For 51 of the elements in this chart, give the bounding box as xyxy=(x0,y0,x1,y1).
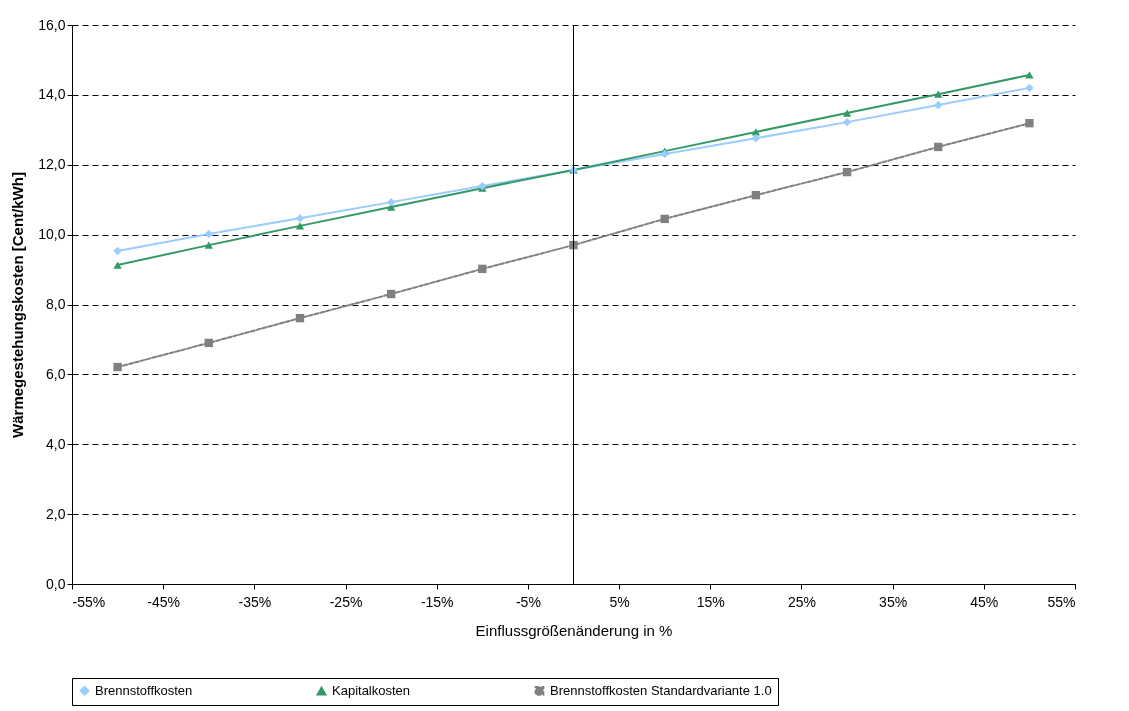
point xyxy=(204,338,213,348)
legend-label: Brennstoffkosten Standardvariante 1.0 xyxy=(550,682,772,698)
x-tick-label: 55% xyxy=(1047,593,1076,610)
y-tick-label: 2,0 xyxy=(46,505,66,522)
y-tick-label: 10,0 xyxy=(38,226,66,243)
point xyxy=(204,229,213,239)
point xyxy=(204,241,213,249)
x-tick-label: -55% xyxy=(72,593,106,610)
x-axis-title: Einflussgrößenänderung in % xyxy=(475,621,673,639)
x-tick-label: 35% xyxy=(879,593,908,610)
legend-label: Kapitalkosten xyxy=(332,683,411,699)
y-tick-label: 14,0 xyxy=(38,86,66,103)
point xyxy=(934,100,943,110)
legend-label: Brennstoffkosten xyxy=(95,682,193,698)
x-tick-label: -15% xyxy=(420,593,454,610)
x-tick-label: 5% xyxy=(609,593,630,610)
x-tick-label: -45% xyxy=(147,593,181,610)
x-tick-label: -5% xyxy=(515,593,541,610)
point xyxy=(660,149,669,159)
point xyxy=(386,289,396,299)
point xyxy=(1025,83,1034,93)
point xyxy=(751,190,761,200)
x-tick-label: -35% xyxy=(238,593,272,610)
point xyxy=(751,134,761,143)
point xyxy=(842,117,852,127)
point xyxy=(934,142,943,152)
y-axis-title: Wärmegestehungskosten [Cent/kWh] xyxy=(9,172,27,438)
y-tick-label: 0,0 xyxy=(46,575,66,592)
point xyxy=(295,222,305,230)
y-tick-label: 8,0 xyxy=(46,296,66,312)
y-tick-label: 4,0 xyxy=(46,435,66,452)
x-tick-label: 45% xyxy=(970,593,999,610)
point xyxy=(113,362,122,372)
y-tick-label: 6,0 xyxy=(46,365,66,382)
point xyxy=(1025,118,1034,128)
point xyxy=(295,214,305,223)
point xyxy=(295,313,305,323)
point xyxy=(113,261,122,269)
point xyxy=(842,167,852,177)
x-tick-label: 15% xyxy=(696,593,725,610)
point xyxy=(478,264,487,274)
point xyxy=(660,214,669,224)
point xyxy=(386,197,396,207)
y-tick-label: 12,0 xyxy=(38,156,66,173)
x-tick-label: 25% xyxy=(787,593,816,610)
y-tick-label: 16,0 xyxy=(38,16,66,33)
point xyxy=(113,246,122,256)
point xyxy=(1025,71,1034,79)
x-tick-label: -25% xyxy=(329,593,363,610)
point xyxy=(934,90,943,98)
point xyxy=(842,109,852,117)
